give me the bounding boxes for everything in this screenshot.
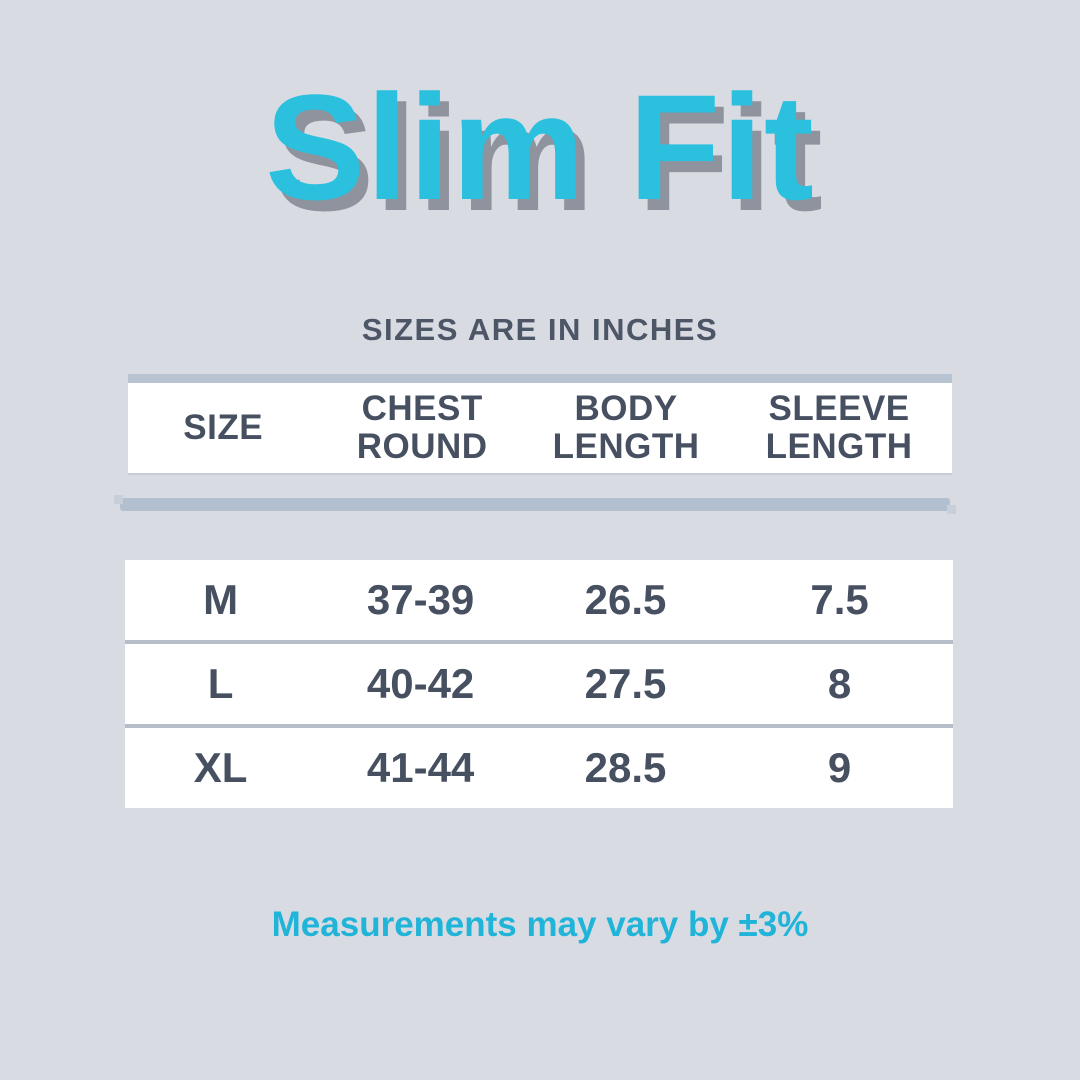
chest-round-cell: 37-39 bbox=[366, 576, 475, 623]
sleeve-length-cell: 7.5 bbox=[810, 576, 869, 623]
table-header-row: SIZE CHEST ROUND BODY LENGTH SLEEVE LENG… bbox=[128, 383, 952, 473]
chest-round-cell: 41-44 bbox=[366, 744, 475, 791]
body-length-cell: 28.5 bbox=[584, 744, 667, 791]
table-row-m: M 37-39 26.5 7.5 bbox=[125, 560, 953, 640]
units-subtitle: SIZES ARE IN INCHES bbox=[361, 312, 719, 347]
chest-round-cell: 40-42 bbox=[366, 660, 475, 707]
size-cell: L bbox=[207, 660, 234, 707]
column-header-chest-round: CHEST ROUND bbox=[356, 389, 488, 466]
size-cell: M bbox=[203, 576, 239, 623]
size-table-body: M 37-39 26.5 7.5 L 40-42 27.5 8 XL 41-44… bbox=[125, 560, 953, 808]
body-length-cell: 27.5 bbox=[584, 660, 667, 707]
divider-bar bbox=[114, 495, 956, 514]
header-top-strip bbox=[128, 374, 952, 383]
tolerance-note: Measurements may vary by ±3% bbox=[271, 905, 809, 944]
table-header-band: SIZE CHEST ROUND BODY LENGTH SLEEVE LENG… bbox=[128, 374, 952, 473]
size-cell: XL bbox=[193, 744, 248, 791]
sleeve-length-cell: 8 bbox=[827, 660, 852, 707]
page-title: Slim Fit bbox=[265, 63, 815, 231]
table-row-l: L 40-42 27.5 8 bbox=[125, 640, 953, 724]
column-header-sleeve-length: SLEEVE LENGTH bbox=[765, 389, 913, 466]
table-row-xl: XL 41-44 28.5 9 bbox=[125, 724, 953, 808]
body-length-cell: 26.5 bbox=[584, 576, 667, 623]
column-header-size: SIZE bbox=[183, 408, 264, 448]
column-header-body-length: BODY LENGTH bbox=[552, 389, 700, 466]
sleeve-length-cell: 9 bbox=[827, 744, 852, 791]
